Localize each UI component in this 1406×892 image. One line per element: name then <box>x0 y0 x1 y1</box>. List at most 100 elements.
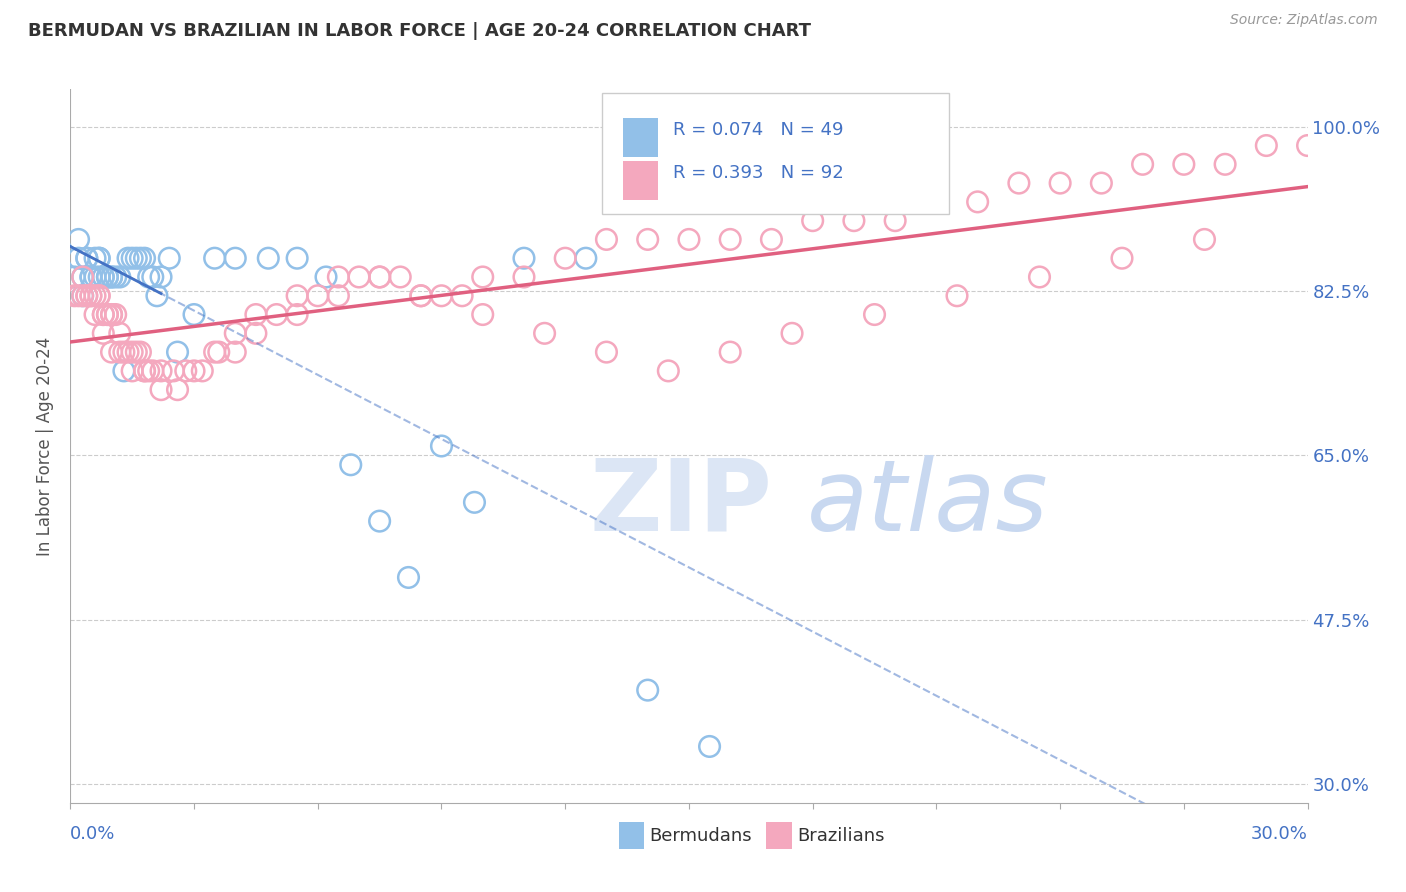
Point <box>285 308 308 322</box>
Point <box>398 570 420 584</box>
Point <box>368 270 391 285</box>
Point <box>100 308 122 322</box>
Point <box>657 364 679 378</box>
Point <box>108 345 131 359</box>
Point <box>72 270 94 285</box>
Point <box>150 270 173 285</box>
Point <box>96 308 118 322</box>
Point <box>183 364 205 378</box>
Point <box>191 364 214 378</box>
Point <box>368 514 391 528</box>
Text: Source: ZipAtlas.com: Source: ZipAtlas.com <box>1230 13 1378 28</box>
Point <box>1213 157 1236 171</box>
Point <box>389 270 412 285</box>
Point <box>89 251 111 265</box>
Point <box>637 232 659 246</box>
Point <box>637 683 659 698</box>
Point <box>1111 251 1133 265</box>
Point <box>1028 270 1050 285</box>
Point <box>863 308 886 322</box>
Point <box>100 345 122 359</box>
Y-axis label: In Labor Force | Age 20-24: In Labor Force | Age 20-24 <box>37 336 55 556</box>
Point <box>1090 176 1112 190</box>
Point <box>471 308 494 322</box>
Point <box>117 345 139 359</box>
Point <box>1008 176 1031 190</box>
Point <box>966 194 988 209</box>
Point <box>339 458 361 472</box>
Point <box>121 364 143 378</box>
Point <box>328 270 350 285</box>
Point <box>183 308 205 322</box>
Point <box>1256 138 1278 153</box>
Point <box>801 213 824 227</box>
Text: 30.0%: 30.0% <box>1251 825 1308 843</box>
Point <box>471 270 494 285</box>
Point <box>104 270 127 285</box>
Point <box>166 383 188 397</box>
Point <box>1173 157 1195 171</box>
Point <box>89 251 111 265</box>
Point <box>946 289 969 303</box>
Point <box>699 739 721 754</box>
Point <box>1049 176 1071 190</box>
Point <box>718 232 741 246</box>
Point <box>150 383 173 397</box>
Point <box>1296 138 1319 153</box>
Text: 0.0%: 0.0% <box>70 825 115 843</box>
Point <box>533 326 555 341</box>
Point <box>67 289 90 303</box>
Point <box>89 270 111 285</box>
Point <box>554 251 576 265</box>
Point <box>117 251 139 265</box>
Text: ZIP: ZIP <box>591 455 773 551</box>
Point <box>204 251 226 265</box>
Point <box>285 251 308 265</box>
Point <box>104 308 127 322</box>
Point <box>595 345 617 359</box>
Point <box>285 289 308 303</box>
Point <box>166 345 188 359</box>
Point <box>925 194 948 209</box>
Point <box>138 364 160 378</box>
Point <box>91 308 114 322</box>
Point <box>96 270 118 285</box>
Point <box>162 364 184 378</box>
Point <box>142 364 165 378</box>
Point <box>463 495 485 509</box>
Point <box>430 289 453 303</box>
Point <box>76 289 98 303</box>
Point <box>150 364 173 378</box>
Point <box>76 251 98 265</box>
Point <box>84 289 107 303</box>
Point <box>347 270 370 285</box>
Point <box>451 289 474 303</box>
Point <box>100 270 122 285</box>
Point <box>204 345 226 359</box>
Point <box>134 364 156 378</box>
Point <box>112 364 135 378</box>
Point <box>409 289 432 303</box>
Point <box>100 270 122 285</box>
Point <box>72 289 94 303</box>
Point <box>174 364 197 378</box>
Text: BERMUDAN VS BRAZILIAN IN LABOR FORCE | AGE 20-24 CORRELATION CHART: BERMUDAN VS BRAZILIAN IN LABOR FORCE | A… <box>28 22 811 40</box>
Point <box>96 270 118 285</box>
Point <box>100 308 122 322</box>
Text: Bermudans: Bermudans <box>650 827 752 845</box>
Point <box>575 251 598 265</box>
Point <box>315 270 337 285</box>
Point <box>129 345 152 359</box>
Point <box>84 308 107 322</box>
Point <box>157 251 180 265</box>
Point <box>884 213 907 227</box>
Point <box>595 232 617 246</box>
Point <box>84 270 107 285</box>
Point <box>108 326 131 341</box>
Point <box>208 345 231 359</box>
Point <box>91 270 114 285</box>
Point <box>67 232 90 246</box>
Point <box>513 270 536 285</box>
Point <box>761 232 783 246</box>
Point <box>91 308 114 322</box>
